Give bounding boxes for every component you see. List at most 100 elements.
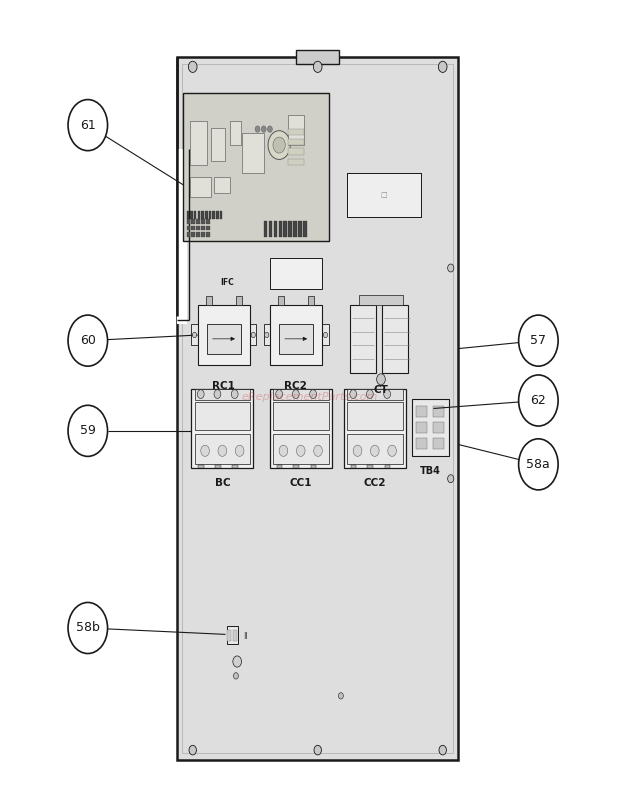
Circle shape — [68, 405, 107, 457]
Bar — [296, 50, 339, 64]
Bar — [206, 226, 210, 231]
Bar — [202, 211, 204, 219]
Circle shape — [214, 390, 221, 399]
Circle shape — [68, 99, 107, 151]
Bar — [187, 219, 190, 224]
Bar — [197, 232, 200, 237]
Bar — [190, 121, 207, 165]
Bar — [311, 465, 316, 469]
Bar — [277, 465, 282, 469]
Bar — [344, 388, 405, 469]
Circle shape — [233, 656, 241, 667]
Circle shape — [273, 137, 285, 153]
Circle shape — [293, 390, 299, 399]
Bar — [182, 63, 453, 753]
Circle shape — [448, 264, 454, 272]
Bar — [384, 465, 390, 469]
Bar — [232, 465, 238, 469]
Text: □: □ — [381, 192, 388, 198]
Bar — [192, 388, 253, 469]
Bar — [206, 296, 212, 304]
Circle shape — [251, 332, 255, 338]
Bar — [205, 211, 208, 219]
Bar — [347, 173, 421, 217]
Bar — [187, 232, 190, 237]
Bar — [227, 626, 238, 644]
Bar — [433, 406, 444, 417]
Bar — [268, 221, 272, 237]
Text: 58a: 58a — [526, 458, 550, 471]
Bar — [209, 211, 211, 219]
Text: RC2: RC2 — [285, 380, 308, 391]
Circle shape — [438, 61, 447, 72]
Circle shape — [201, 445, 210, 457]
Bar — [347, 388, 402, 400]
Bar — [350, 304, 376, 372]
Circle shape — [371, 445, 379, 457]
Circle shape — [366, 390, 373, 399]
Circle shape — [255, 126, 260, 132]
Bar — [288, 115, 304, 145]
Bar — [207, 324, 241, 354]
Circle shape — [353, 445, 362, 457]
Bar — [433, 438, 444, 449]
Circle shape — [388, 445, 396, 457]
Circle shape — [261, 126, 266, 132]
Bar — [273, 434, 329, 465]
Bar — [215, 177, 230, 193]
Bar — [288, 148, 304, 155]
Bar — [433, 422, 444, 433]
Bar — [206, 232, 210, 237]
Bar — [347, 173, 421, 217]
Circle shape — [518, 439, 558, 490]
Circle shape — [268, 131, 290, 159]
Bar — [198, 211, 200, 219]
Bar — [195, 434, 250, 465]
Bar — [192, 232, 195, 237]
Circle shape — [197, 390, 204, 399]
Bar — [198, 465, 204, 469]
Bar — [216, 211, 219, 219]
Bar — [190, 177, 211, 197]
Bar — [270, 304, 322, 364]
Bar — [215, 465, 221, 469]
Circle shape — [218, 445, 227, 457]
Bar — [288, 139, 304, 145]
Circle shape — [518, 315, 558, 366]
Text: 58b: 58b — [76, 622, 100, 634]
Bar — [206, 219, 210, 224]
Bar — [213, 211, 215, 219]
Text: eReplacementParts.com: eReplacementParts.com — [242, 392, 378, 401]
Bar — [270, 388, 332, 469]
Circle shape — [314, 445, 322, 457]
Bar — [412, 399, 449, 457]
Text: 59: 59 — [80, 425, 95, 437]
Text: ||: || — [242, 632, 247, 638]
Bar — [242, 133, 264, 173]
Circle shape — [439, 746, 446, 755]
Bar — [293, 465, 299, 469]
Circle shape — [310, 390, 316, 399]
Bar — [273, 388, 329, 400]
Circle shape — [296, 445, 305, 457]
Bar — [347, 434, 402, 465]
Bar — [273, 402, 329, 430]
Bar — [288, 159, 304, 165]
Text: 61: 61 — [80, 119, 95, 131]
Text: 60: 60 — [80, 334, 95, 347]
Circle shape — [279, 445, 288, 457]
Text: BC: BC — [215, 478, 230, 488]
Bar — [211, 127, 225, 161]
Bar — [198, 304, 250, 364]
Circle shape — [314, 746, 321, 755]
Bar — [288, 129, 304, 135]
Bar — [192, 324, 198, 345]
Bar — [416, 422, 427, 433]
Bar — [220, 211, 223, 219]
Circle shape — [518, 375, 558, 426]
Circle shape — [339, 693, 343, 699]
Text: CC2: CC2 — [363, 478, 386, 488]
Bar — [273, 221, 277, 237]
Bar — [360, 295, 402, 304]
Text: TB4: TB4 — [420, 466, 441, 476]
